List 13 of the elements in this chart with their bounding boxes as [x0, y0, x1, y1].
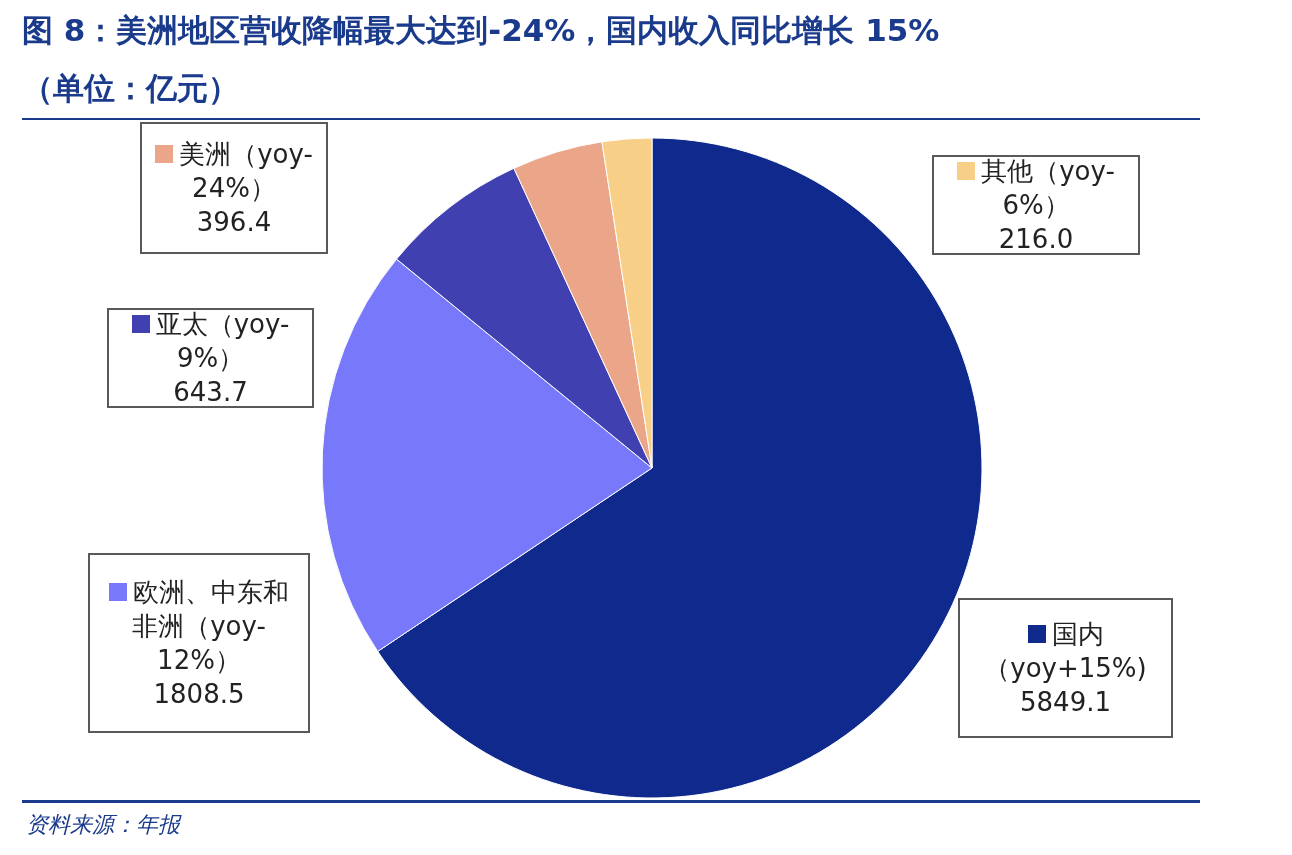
legend-label: 其他（yoy-6%） [981, 156, 1115, 220]
data-label: 1808.5 [152, 678, 246, 711]
legend-label: 亚太（yoy-9%） [155, 309, 290, 373]
data-label: 216.0 [997, 223, 1075, 256]
data-label: 643.7 [172, 376, 249, 409]
legend-label: 国内（yoy+15%) [984, 619, 1147, 683]
chart-subtitle: （单位：亿元） [22, 69, 239, 108]
legend-label: 美洲（yoy-24%） [179, 139, 313, 203]
data-label: 396.4 [195, 206, 273, 239]
text: 资料来源：年报 [26, 811, 180, 839]
chart-title: 图 8：美洲地区营收降幅最大达到-24%，国内收入同比增长 15% [22, 11, 940, 50]
legend-label: 欧洲、中东和非洲（yoy-12%） [132, 577, 289, 675]
data-label: 5849.1 [1019, 686, 1112, 719]
